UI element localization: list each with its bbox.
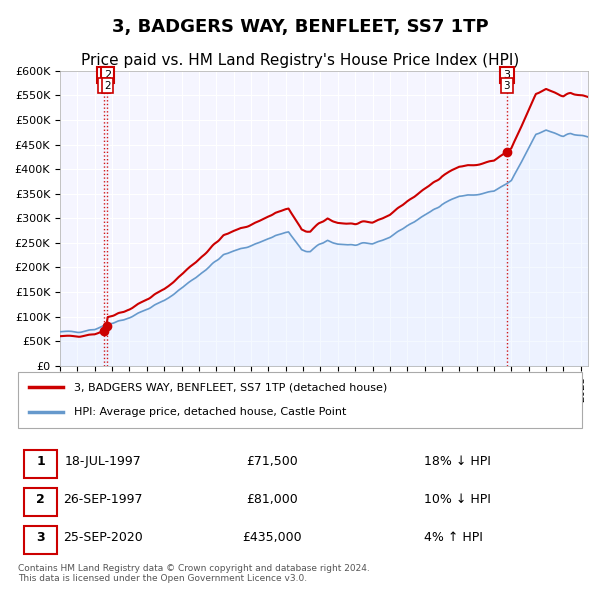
Text: 18% ↓ HPI: 18% ↓ HPI: [424, 455, 491, 468]
Text: 3: 3: [503, 81, 510, 90]
Text: £71,500: £71,500: [246, 455, 298, 468]
Text: HPI: Average price, detached house, Castle Point: HPI: Average price, detached house, Cast…: [74, 407, 347, 417]
Text: 2: 2: [104, 70, 111, 80]
Text: £81,000: £81,000: [246, 493, 298, 506]
Text: 18-JUL-1997: 18-JUL-1997: [64, 455, 141, 468]
Text: 3: 3: [36, 531, 45, 544]
FancyBboxPatch shape: [23, 450, 58, 478]
Text: Contains HM Land Registry data © Crown copyright and database right 2024.
This d: Contains HM Land Registry data © Crown c…: [18, 564, 370, 584]
FancyBboxPatch shape: [23, 526, 58, 554]
Text: 3: 3: [503, 70, 510, 80]
Text: 2: 2: [104, 81, 111, 90]
Text: 3, BADGERS WAY, BENFLEET, SS7 1TP: 3, BADGERS WAY, BENFLEET, SS7 1TP: [112, 18, 488, 36]
Text: 25-SEP-2020: 25-SEP-2020: [63, 531, 142, 544]
FancyBboxPatch shape: [18, 372, 582, 428]
Text: Price paid vs. HM Land Registry's House Price Index (HPI): Price paid vs. HM Land Registry's House …: [81, 53, 519, 68]
Text: 1: 1: [101, 81, 107, 90]
Text: 4% ↑ HPI: 4% ↑ HPI: [424, 531, 483, 544]
Text: £435,000: £435,000: [242, 531, 302, 544]
Text: 1: 1: [36, 455, 45, 468]
Text: 3, BADGERS WAY, BENFLEET, SS7 1TP (detached house): 3, BADGERS WAY, BENFLEET, SS7 1TP (detac…: [74, 382, 388, 392]
Text: 10% ↓ HPI: 10% ↓ HPI: [424, 493, 491, 506]
Text: 1: 1: [101, 70, 107, 80]
FancyBboxPatch shape: [23, 488, 58, 516]
Text: 2: 2: [36, 493, 45, 506]
Text: 26-SEP-1997: 26-SEP-1997: [63, 493, 142, 506]
